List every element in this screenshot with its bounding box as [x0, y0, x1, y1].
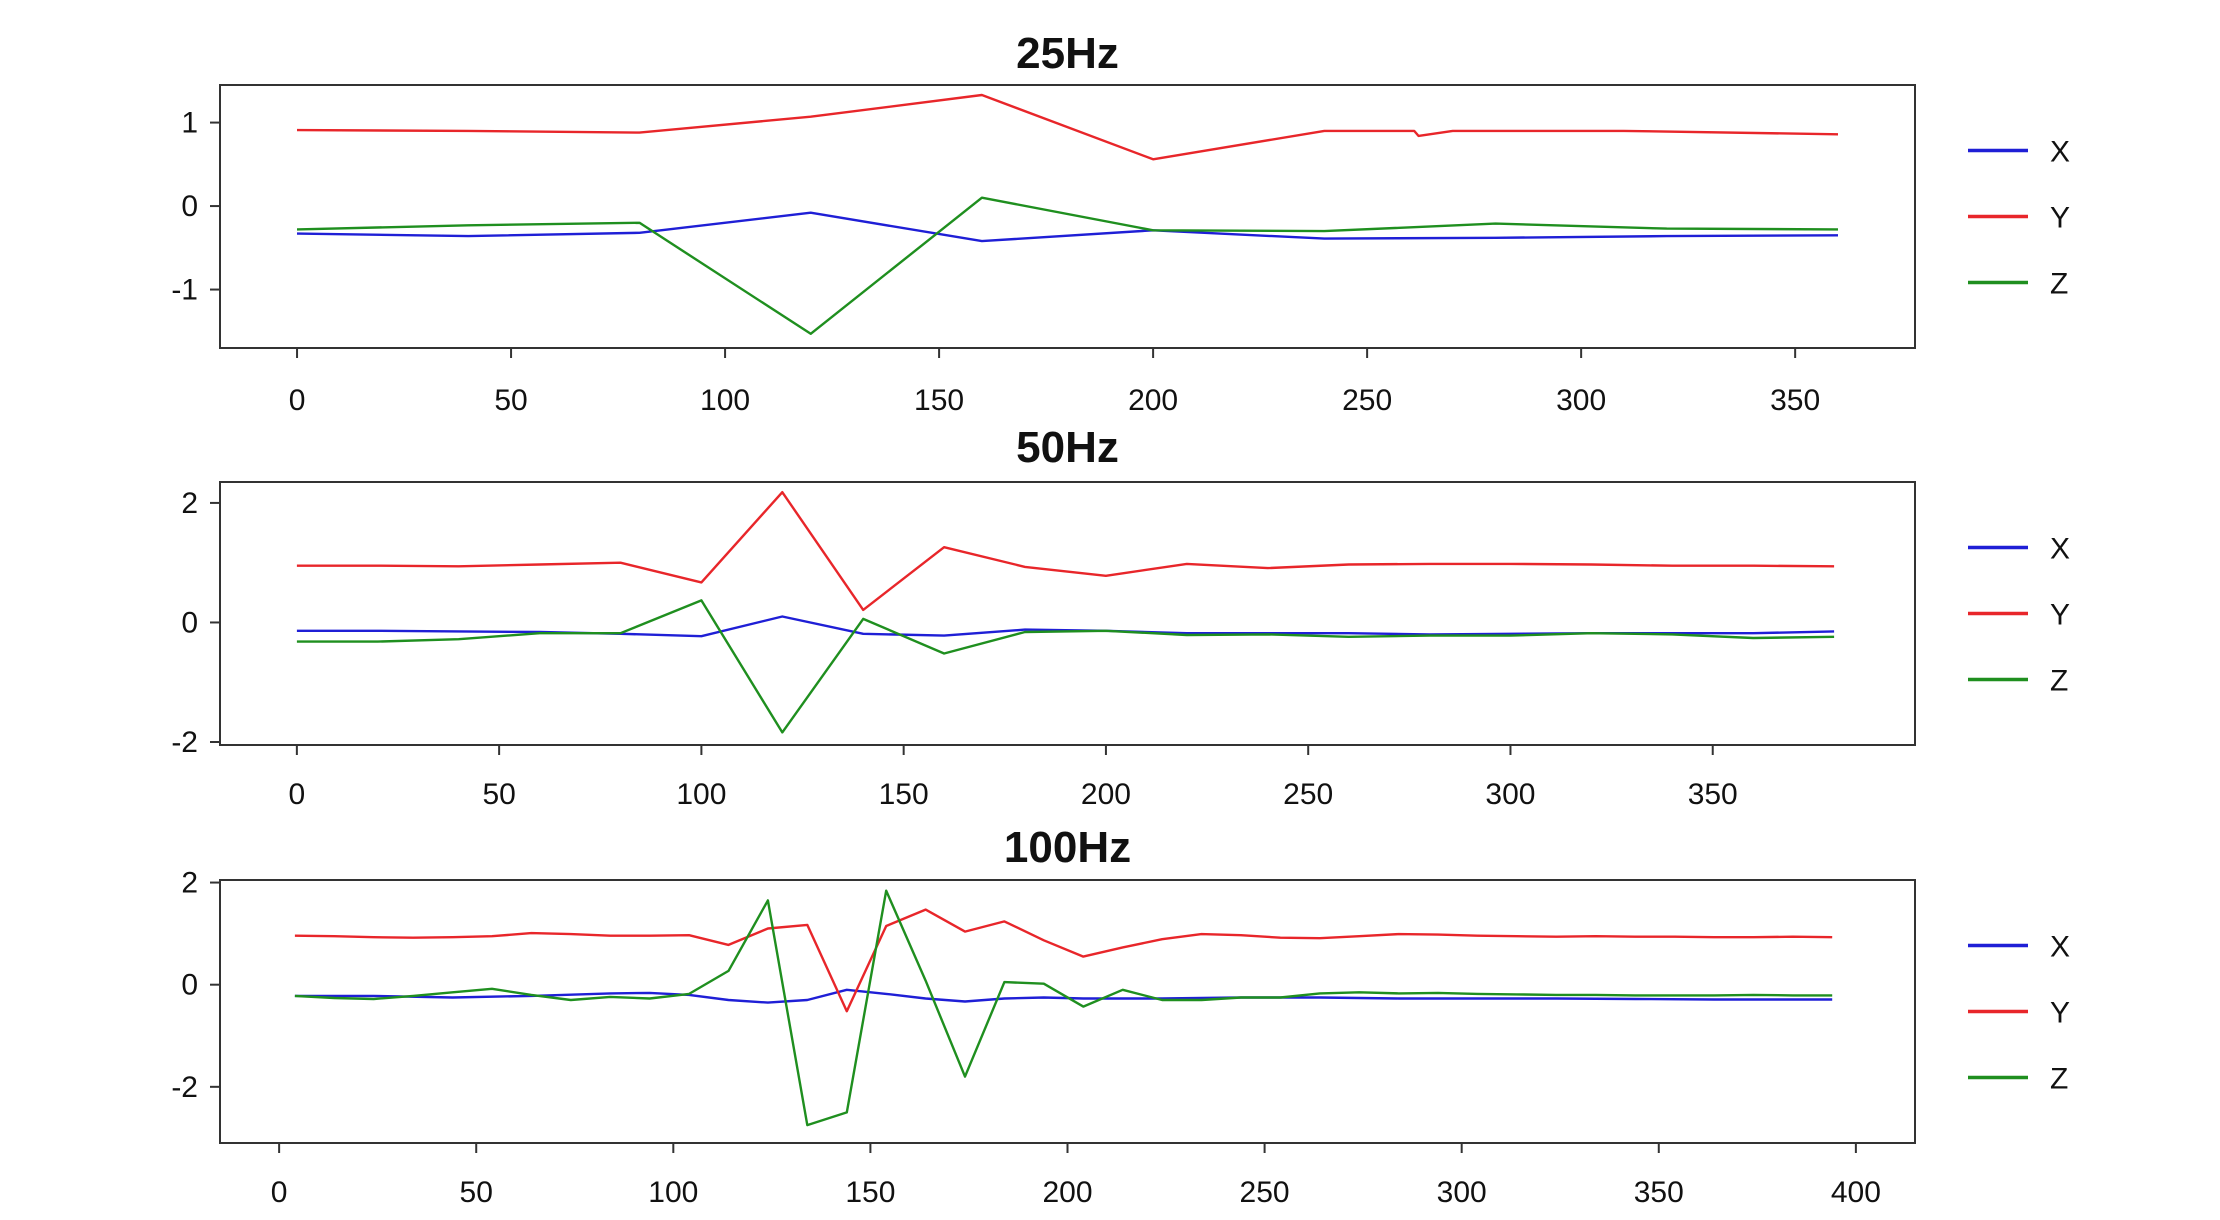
x-tick-label: 0 [271, 1176, 288, 1209]
series-z-line [296, 196, 1839, 335]
subplot-3-legend: XYZ [1968, 931, 2070, 1096]
subplot-1-axes-frame [219, 84, 1916, 349]
subplot-2-axes-frame [219, 481, 1916, 746]
legend-z-label: Z [2050, 1063, 2068, 1096]
subplot-1-legend: XYZ [1968, 136, 2070, 301]
legend-z-label: Z [2050, 665, 2068, 698]
x-tick-label: 100 [676, 778, 726, 811]
y-tick-label: -1 [171, 274, 198, 307]
x-tick-label: 250 [1342, 384, 1392, 417]
subplot-3: 100Hz 0 50 100 150 200 250 300 350 400 2 0 -2 XYZ [171, 823, 2070, 1209]
x-tick-label: 250 [1283, 778, 1333, 811]
series-x-line [294, 988, 1833, 1004]
x-tick-label: 200 [1081, 778, 1131, 811]
series-y-line [294, 908, 1833, 1013]
x-tick-label: 300 [1437, 1176, 1487, 1209]
subplot-3-title: 100Hz [1004, 823, 1131, 872]
x-tick-label: 250 [1240, 1176, 1290, 1209]
y-tick-label: 2 [181, 867, 198, 900]
x-tick-label: 300 [1556, 384, 1606, 417]
x-tick-label: 100 [700, 384, 750, 417]
x-tick-label: 150 [845, 1176, 895, 1209]
x-tick-label: 350 [1634, 1176, 1684, 1209]
y-tick-label: 0 [181, 606, 198, 639]
subplot-1: 25Hz 0 50 100 150 200 250 300 350 1 0 -1 XYZ [171, 29, 2070, 417]
y-tick-label: -2 [171, 1071, 198, 1104]
subplot-3-axes-frame [219, 879, 1916, 1144]
legend-y-label: Y [2050, 599, 2070, 632]
legend-x-label: X [2050, 533, 2070, 566]
x-tick-label: 0 [289, 778, 306, 811]
subplot-2: 50Hz 0 50 100 150 200 250 300 350 2 0 -2 XYZ [171, 423, 2070, 811]
x-tick-label: 50 [494, 384, 527, 417]
x-tick-label: 300 [1485, 778, 1535, 811]
series-x-line [296, 211, 1839, 243]
x-tick-label: 350 [1770, 384, 1820, 417]
legend-y-label: Y [2050, 202, 2070, 235]
x-tick-label: 150 [879, 778, 929, 811]
legend-z-label: Z [2050, 268, 2068, 301]
x-tick-label: 200 [1128, 384, 1178, 417]
y-tick-label: 0 [181, 969, 198, 1002]
series-y-line [296, 93, 1839, 161]
legend-x-label: X [2050, 136, 2070, 169]
y-tick-label: 0 [181, 190, 198, 223]
series-y-line [296, 491, 1835, 612]
series-z-line [296, 599, 1835, 734]
x-tick-label: 200 [1042, 1176, 1092, 1209]
x-tick-label: 0 [289, 384, 306, 417]
legend-x-label: X [2050, 931, 2070, 964]
y-tick-label: 1 [181, 107, 198, 140]
subplot-1-title: 25Hz [1016, 29, 1119, 78]
y-tick-label: -2 [171, 726, 198, 759]
x-tick-label: 50 [460, 1176, 493, 1209]
subplot-2-legend: XYZ [1968, 533, 2070, 698]
x-tick-label: 350 [1688, 778, 1738, 811]
legend-y-label: Y [2050, 997, 2070, 1030]
subplot-2-title: 50Hz [1016, 423, 1119, 472]
series-z-line [294, 889, 1833, 1127]
x-tick-label: 400 [1831, 1176, 1881, 1209]
x-tick-label: 100 [648, 1176, 698, 1209]
x-tick-label: 50 [482, 778, 515, 811]
y-tick-label: 2 [181, 487, 198, 520]
x-tick-label: 150 [914, 384, 964, 417]
